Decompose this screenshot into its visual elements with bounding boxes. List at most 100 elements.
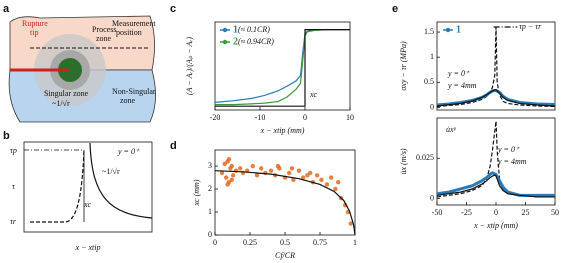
point [229, 163, 234, 169]
diagram-a: a Rupture tip Process zone Measurement p… [3, 3, 156, 123]
point [296, 168, 302, 173]
dashed-curve [30, 149, 85, 223]
legend-marker [222, 27, 228, 33]
annotation: τp − τr [519, 22, 542, 31]
point [250, 163, 255, 169]
annotation: y = 4mm [447, 81, 477, 90]
x-tick-label: -50 [432, 208, 443, 217]
xc-label: xc [83, 200, 92, 209]
decay-label: ~1/√r [102, 167, 120, 176]
label: Process [92, 25, 116, 34]
point [229, 177, 234, 183]
y-tick-label: 1 [208, 207, 212, 216]
x-tick-label: 1 [353, 238, 357, 247]
point [319, 177, 324, 183]
legend-marker [222, 39, 228, 45]
annotation: (≈ 0.1CR) [238, 25, 270, 34]
point [231, 173, 236, 178]
point [275, 163, 281, 169]
label: zone [96, 34, 112, 43]
x-tick-label: 25 [522, 208, 530, 217]
x-label: x − xtip [75, 243, 101, 252]
series-line [436, 27, 556, 108]
y-label: τ [12, 182, 16, 191]
point [259, 166, 264, 171]
point [333, 186, 338, 192]
annotation: (≈ 0.94CR) [238, 37, 274, 46]
frame [23, 141, 153, 233]
schematic-b: b τp τ τr y = 0⁺ ~1/√r xc x − xtip [3, 130, 153, 252]
x-tick-label: 0.75 [313, 238, 327, 247]
point [287, 170, 292, 176]
point [348, 221, 353, 226]
y-tick-label: 0 [430, 102, 434, 111]
point [336, 179, 341, 185]
point [301, 175, 306, 180]
plot-frame [214, 21, 351, 111]
point [233, 168, 239, 173]
point [254, 173, 260, 178]
x-tick-label: 0 [303, 113, 307, 122]
y-tick-label: 2 [208, 184, 212, 193]
label: ~1/√r [52, 99, 70, 108]
y-tick-label: 1 [430, 52, 434, 61]
y-tick-label: 0 [430, 193, 434, 202]
y-label: (A − Aᵣ)/(Aₚ − Aᵣ) [185, 37, 194, 95]
series-line [436, 174, 555, 198]
x-tick-label: 0 [494, 208, 498, 217]
point [329, 175, 334, 180]
y-tick-label: 3 [208, 161, 212, 170]
legend-marker [445, 27, 451, 33]
x-label: x − xtip (mm) [473, 221, 518, 230]
panel-label: a [3, 3, 10, 15]
point [289, 166, 295, 171]
x-tick-label: -10 [255, 113, 266, 122]
annotation: y = 0⁺ [447, 69, 470, 78]
series-line [215, 29, 350, 106]
y-tick-label: 0.5 [424, 77, 434, 86]
panel-label: b [3, 130, 10, 142]
annotation: u̇xᵖ [446, 125, 457, 134]
panel-label: e [392, 3, 398, 15]
point [238, 166, 243, 171]
y-tick-label: 1.5 [424, 27, 434, 36]
panel-label: c [170, 3, 176, 15]
point [219, 170, 225, 176]
plot-frame [436, 21, 556, 111]
point [324, 182, 330, 187]
label: position [116, 28, 142, 37]
legend-label: 2 [233, 36, 238, 47]
x-label: Cf/CR [275, 251, 295, 260]
x-tick-label: 10 [346, 113, 354, 122]
x-tick-label: -25 [461, 208, 472, 217]
label: zone [120, 96, 136, 105]
x-tick-label: -20 [210, 113, 221, 122]
point [268, 168, 274, 173]
tick-label: τr [10, 217, 17, 226]
x-tick-label: 0.5 [280, 238, 290, 247]
point [315, 173, 320, 178]
legend-label: 1 [233, 24, 238, 35]
point [308, 170, 313, 176]
x-tick-label: 0.25 [243, 238, 257, 247]
point [226, 156, 232, 162]
y-tick-label: 0.025 [416, 153, 434, 162]
y-label: σxy − τr (MPa) [399, 41, 408, 91]
label: Non-Singular [112, 87, 156, 96]
label: Measurement [112, 19, 156, 28]
label: tip [30, 28, 38, 37]
plot-frame [214, 149, 356, 236]
annotation: xc [309, 90, 318, 99]
annotation: y = 0⁺ [497, 145, 520, 154]
y-label: xc (mm) [192, 179, 201, 206]
point [225, 182, 230, 187]
solid-curve [89, 142, 153, 219]
x-tick-label: 0 [213, 238, 217, 247]
legend-label: 1 [456, 24, 461, 35]
x-label: x − xtip (mm) [260, 126, 305, 135]
curve-label: y = 0⁺ [117, 147, 140, 156]
panel-label: d [170, 140, 177, 152]
annotation: y = 4mm [497, 157, 527, 166]
series-line [215, 29, 350, 107]
